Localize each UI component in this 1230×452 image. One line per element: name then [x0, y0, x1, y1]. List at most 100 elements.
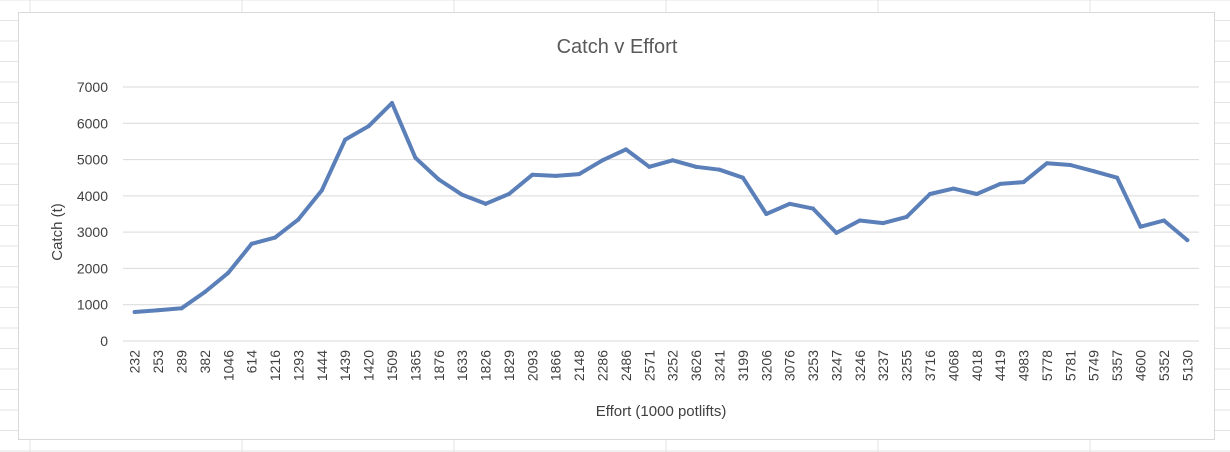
- x-tick-label: 253: [150, 350, 166, 374]
- data-point: [623, 147, 628, 152]
- data-series: [132, 100, 1190, 314]
- x-tick-label: 2148: [571, 350, 587, 381]
- data-point: [904, 214, 909, 219]
- data-point: [226, 270, 231, 275]
- x-tick-label: 1439: [337, 350, 353, 381]
- x-tick-label: 1444: [314, 350, 330, 381]
- x-tick-label: 1633: [454, 350, 470, 381]
- y-tick-label: 5000: [77, 152, 108, 168]
- data-point: [366, 124, 371, 129]
- data-point: [460, 192, 465, 197]
- y-tick-label: 4000: [77, 188, 108, 204]
- gridlines: [123, 86, 1199, 342]
- y-tick-label: 2000: [77, 260, 108, 276]
- x-axis-title: Effort (1000 potlifts): [596, 403, 727, 420]
- x-tick-label: 4419: [992, 350, 1008, 381]
- x-tick-label: 4600: [1133, 350, 1149, 381]
- data-point: [132, 309, 137, 314]
- data-point: [998, 181, 1003, 186]
- x-tick-label: 1293: [290, 350, 306, 381]
- x-tick-label: 1829: [501, 350, 517, 381]
- x-tick-label: 3199: [735, 350, 751, 381]
- x-tick-label: 3241: [711, 350, 727, 381]
- x-tick-label: 3206: [758, 350, 774, 381]
- x-tick-label: 3626: [688, 350, 704, 381]
- data-point: [857, 218, 862, 223]
- line-chart: Catch v Effort 0 1000 2000 3000 4000 5000 6000…: [49, 36, 1199, 420]
- y-tick-label: 6000: [77, 115, 108, 131]
- data-point: [273, 235, 278, 240]
- series-line: [132, 101, 1190, 314]
- x-tick-label: 1216: [267, 350, 283, 381]
- data-point: [694, 164, 699, 169]
- data-point: [436, 177, 441, 182]
- data-point: [881, 221, 886, 226]
- y-axis-title: Catch (t): [49, 203, 66, 261]
- data-point: [202, 290, 207, 295]
- data-point: [577, 172, 582, 177]
- data-point: [343, 137, 348, 142]
- x-tick-label: 3255: [899, 350, 915, 381]
- x-tick-label: 1826: [478, 350, 494, 381]
- data-point: [1115, 175, 1120, 180]
- x-tick-label: 1866: [548, 350, 564, 381]
- x-tick-label: 1420: [361, 350, 377, 381]
- x-axis-tick-labels: 232 253 289 382 1046 614 1216 1293 1444 1439 1420 1…: [127, 350, 1196, 381]
- x-tick-label: 3252: [665, 350, 681, 381]
- data-point: [506, 192, 511, 197]
- data-point: [296, 217, 301, 222]
- x-tick-label: 2486: [618, 350, 634, 381]
- x-tick-label: 1509: [384, 350, 400, 381]
- x-tick-label: 2286: [595, 350, 611, 381]
- chart-area[interactable]: Catch v Effort 0 1000 2000 3000 4000 5000 6000…: [18, 12, 1215, 440]
- x-tick-label: 5357: [1109, 350, 1125, 381]
- chart-title: Catch v Effort: [557, 36, 678, 58]
- x-tick-label: 3237: [875, 350, 891, 381]
- x-tick-label: 1876: [431, 350, 447, 381]
- x-tick-label: 1046: [220, 350, 236, 381]
- x-tick-label: 5781: [1062, 350, 1078, 381]
- data-point: [390, 100, 394, 105]
- y-tick-label: 1000: [77, 297, 108, 313]
- x-tick-label: 4068: [945, 350, 961, 381]
- data-point: [600, 158, 605, 163]
- data-point: [647, 164, 652, 169]
- x-tick-label: 614: [244, 350, 260, 374]
- x-tick-label: 382: [197, 350, 213, 374]
- data-point: [530, 172, 535, 177]
- x-tick-label: 3247: [828, 350, 844, 381]
- x-tick-label: 4983: [1016, 350, 1032, 381]
- data-point: [811, 206, 816, 211]
- data-point: [740, 175, 745, 180]
- x-tick-label: 2093: [524, 350, 540, 381]
- x-tick-label: 3246: [852, 350, 868, 381]
- data-point: [787, 201, 792, 206]
- data-point: [553, 173, 558, 178]
- x-tick-label: 5778: [1039, 350, 1055, 381]
- data-point: [1138, 224, 1143, 229]
- data-point: [1161, 218, 1166, 223]
- data-point: [1068, 163, 1073, 168]
- x-tick-label: 5749: [1086, 350, 1102, 381]
- y-tick-label: 0: [100, 333, 108, 349]
- data-point: [1021, 180, 1026, 185]
- data-point: [179, 306, 184, 311]
- x-tick-label: 3716: [922, 350, 938, 381]
- y-tick-label: 7000: [77, 79, 108, 95]
- x-tick-label: 4018: [969, 350, 985, 381]
- x-tick-label: 1365: [407, 350, 423, 381]
- x-tick-label: 2571: [641, 350, 657, 381]
- data-point: [1044, 161, 1049, 166]
- data-point: [974, 192, 979, 197]
- data-point: [951, 186, 956, 191]
- data-point: [670, 158, 675, 163]
- x-tick-label: 5130: [1179, 350, 1195, 381]
- data-point: [1091, 169, 1096, 174]
- data-point: [483, 201, 488, 206]
- data-point: [717, 167, 722, 172]
- x-tick-label: 3253: [805, 350, 821, 381]
- y-axis-tick-labels: 0 1000 2000 3000 4000 5000 6000 7000: [77, 79, 108, 349]
- data-point: [319, 188, 324, 193]
- data-point: [1185, 238, 1190, 243]
- x-tick-label: 289: [173, 350, 189, 374]
